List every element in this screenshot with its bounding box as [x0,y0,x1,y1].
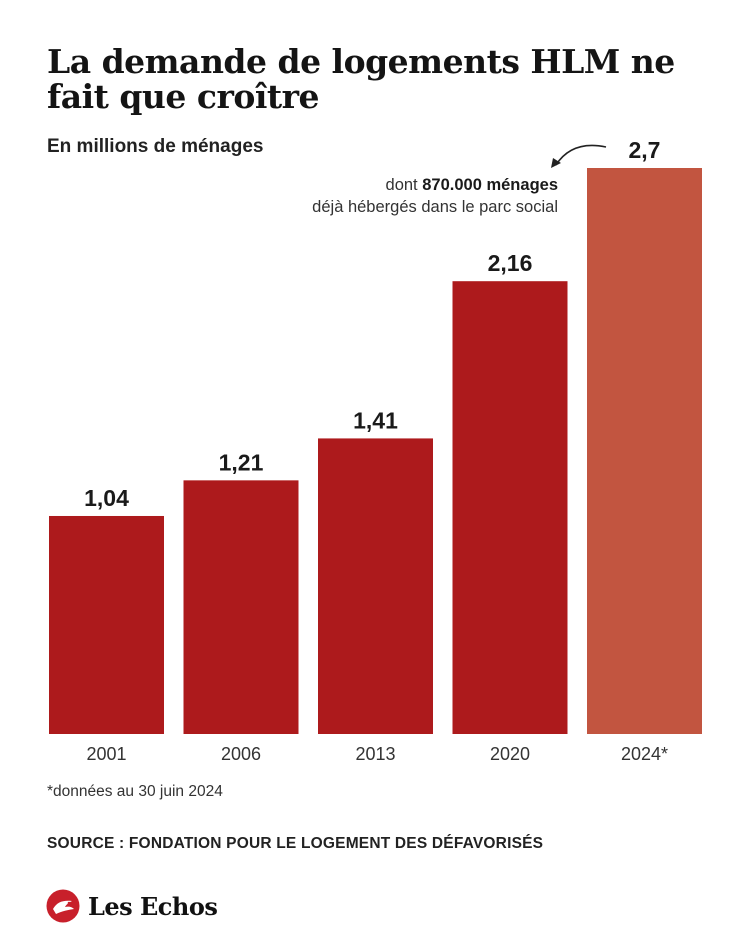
bar-2020 [452,281,568,734]
value-label: 2,7 [629,137,661,163]
bar-2006 [183,480,299,734]
les-echos-logo-icon [46,889,80,923]
brand-name: Les Echos [88,891,218,921]
x-tick-label: 2001 [86,744,126,764]
footnote: *données au 30 juin 2024 [47,783,223,800]
x-tick-label: 2020 [490,744,530,764]
x-tick-label: 2013 [355,744,395,764]
bar-2001 [49,515,164,734]
x-tick-label: 2006 [221,744,261,764]
bar-2024 [587,168,702,734]
annotation-line-1: dont 870.000 ménages [312,174,558,196]
annotation-arrow-icon [555,144,607,166]
x-tick-label: 2024* [621,744,668,764]
annotation-highlight: 870.000 ménages [422,176,558,194]
value-label: 1,04 [84,485,129,511]
source-note: SOURCE : FONDATION POUR LE LOGEMENT DES … [47,835,544,852]
value-label: 2,16 [488,250,533,276]
bar-2013 [318,438,433,734]
bar-chart: 1,04 2001 1,21 2006 1,41 2013 2,16 2020 2,7 2024* [49,137,702,764]
chart-subtitle: En millions de ménages [47,136,264,157]
annotation-arrowhead-icon [551,158,561,168]
annotation-prefix: dont [385,176,423,194]
annotation-line-2: déjà hébergés dans le parc social [312,198,558,216]
value-label: 1,41 [353,407,398,433]
brand-logo: Les Echos [46,888,218,924]
chart-title: La demande de logements HLM ne fait que … [47,42,675,116]
value-label: 1,21 [219,449,264,475]
annotation: dont 870.000 ménages déjà hébergés dans … [312,174,558,218]
